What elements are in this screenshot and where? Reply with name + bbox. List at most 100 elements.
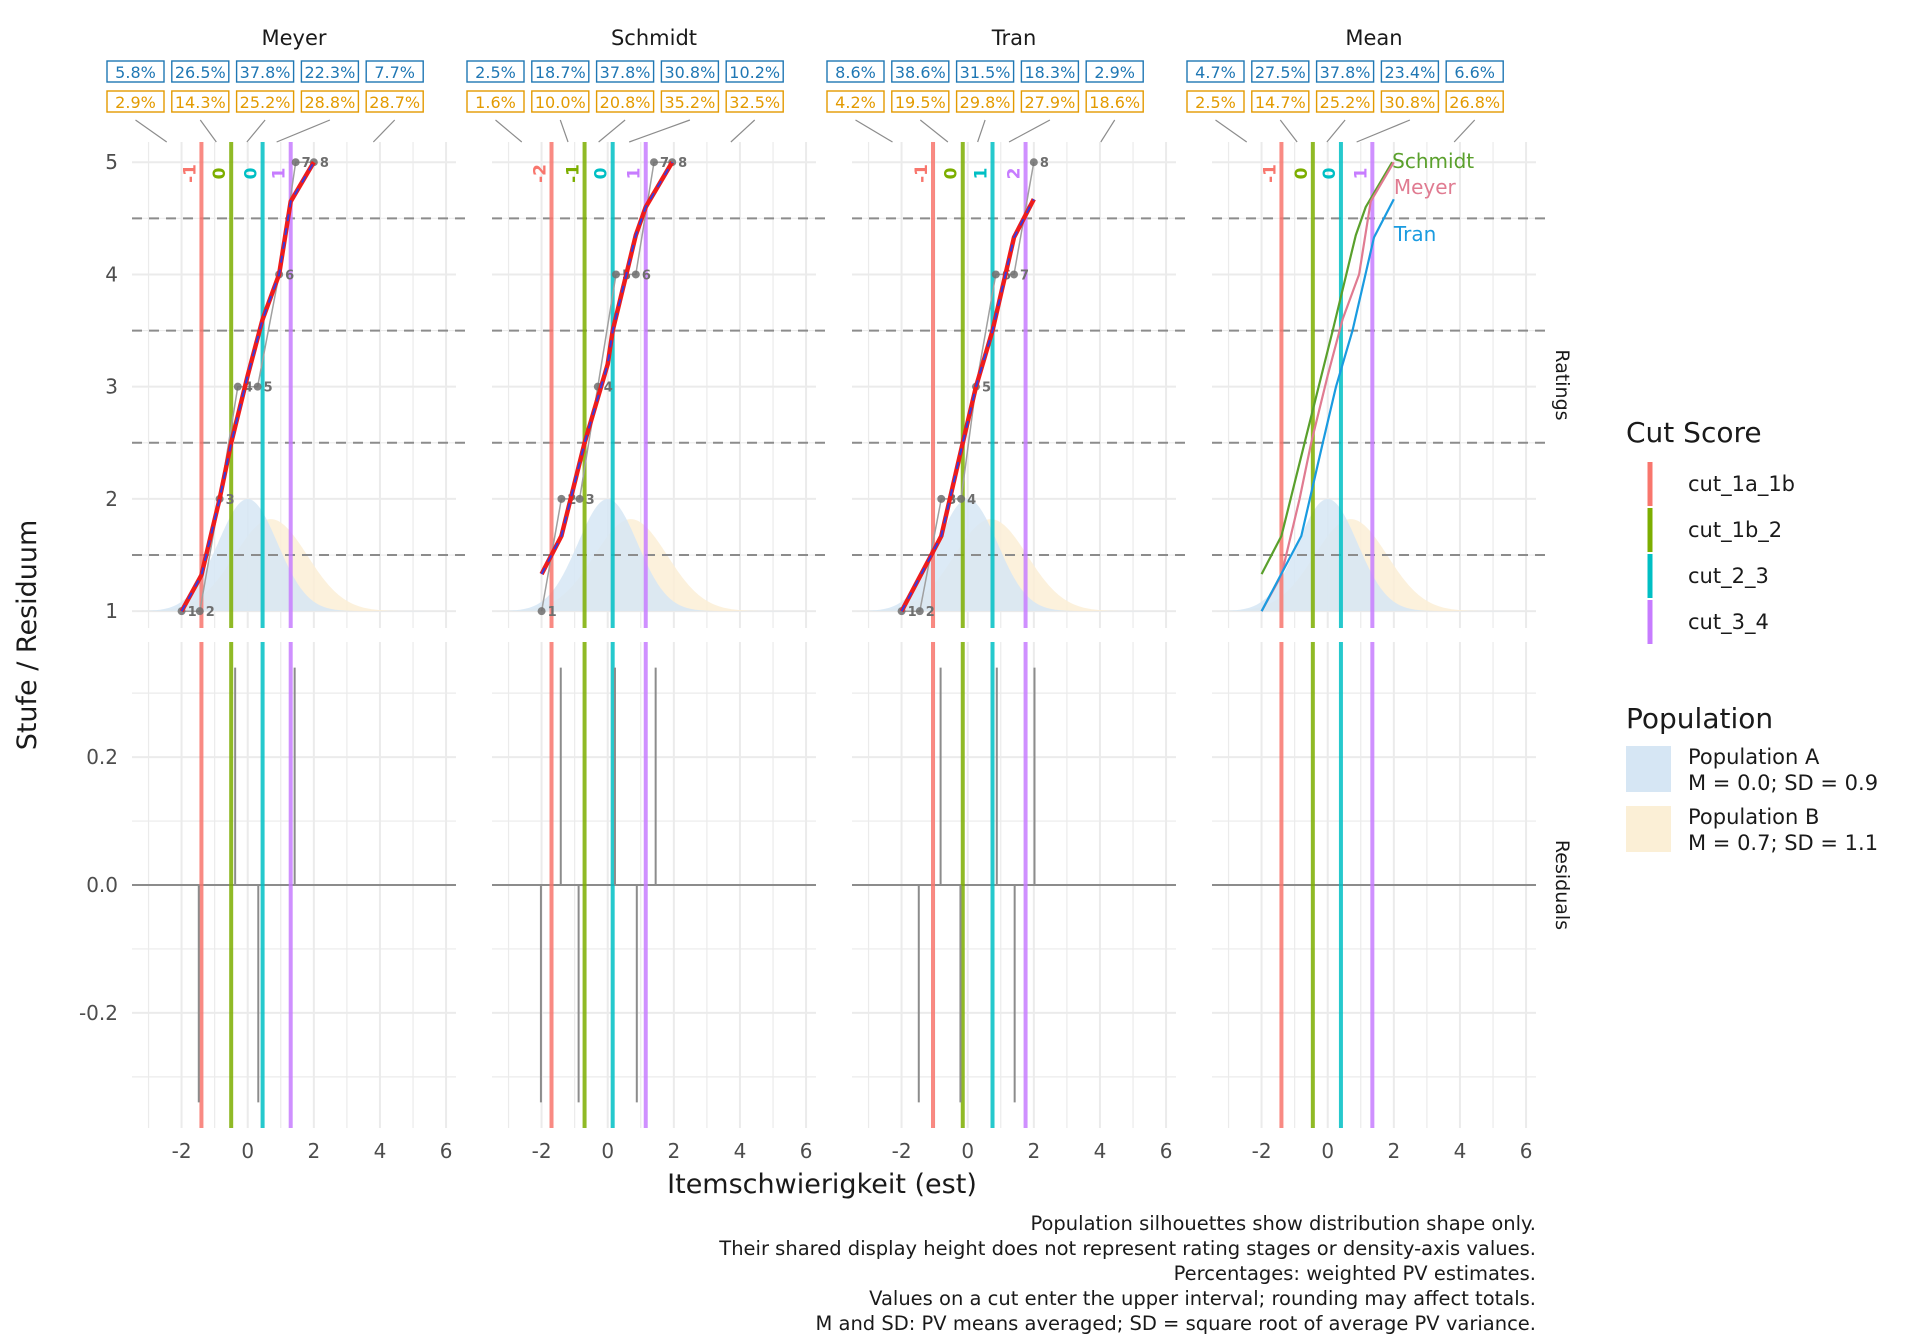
item-point [253,382,262,391]
cut-label: 0 [210,167,230,179]
pct-label: 31.5% [960,63,1011,82]
pct-label: 37.8% [600,63,651,82]
rater-line [1260,161,1395,612]
legend-label: Population B [1688,805,1819,829]
pct-label: 23.4% [1384,63,1435,82]
item-point [291,158,300,167]
y-tick-label-residuals: -0.2 [79,1001,118,1025]
rater-line-label: Schmidt [1392,149,1474,173]
pct-box-population-a [1445,60,1504,83]
facet-strip-label: Tran [991,26,1037,50]
leader-line [276,119,331,143]
pct-box-population-b [1251,90,1310,113]
caption-line: Their shared display height does not rep… [718,1237,1536,1260]
x-tick-label: 4 [374,1139,387,1163]
pct-box-population-b [1315,90,1375,113]
cut-label: 0 [242,167,262,179]
item-label: 7 [1020,268,1029,283]
y-tick-label-ratings: 5 [105,150,118,174]
pct-label: 30.8% [664,63,715,82]
pct-label: 27.5% [1255,63,1306,82]
pct-label: 25.2% [240,93,291,112]
item-label: 5 [264,381,273,396]
caption-line: Percentages: weighted PV estimates. [1174,1262,1536,1285]
pct-box-population-a [1251,60,1310,83]
caption-line: Values on a cut enter the upper interval… [869,1287,1536,1310]
x-tick-label: 0 [1321,1139,1334,1163]
pct-box-population-b [725,90,784,113]
x-tick-label: 6 [800,1139,813,1163]
row-strip-ratings: Ratings [1551,349,1573,420]
item-point [537,607,546,616]
pct-label: 6.6% [1454,63,1495,82]
leader-line [372,119,396,143]
population-silhouette [492,498,816,612]
item-path [181,161,314,612]
item-point [1029,158,1038,167]
pct-label: 14.3% [175,93,226,112]
pct-label: 22.3% [304,63,355,82]
leader-line [628,119,691,143]
pct-label: 4.2% [835,93,876,112]
pct-box-population-b [826,90,885,113]
pct-label: 25.2% [1320,93,1371,112]
x-tick-label: 2 [667,1139,680,1163]
cut-label: -1 [1260,164,1280,183]
pct-label: 26.8% [1449,93,1500,112]
leader-line [135,119,168,143]
legend-title: Population [1626,702,1773,735]
leader-line [1356,119,1411,143]
facet-strip-label: Meyer [261,26,326,50]
pct-label: 14.7% [1255,93,1306,112]
rater-line-label: Meyer [1394,175,1457,199]
leader-line [559,119,569,143]
item-point [233,382,242,391]
item-label: 3 [226,493,235,508]
item-point [650,158,658,167]
pct-box-population-a [300,60,360,83]
cut-label: -1 [564,164,584,183]
pct-box-population-a [725,60,784,83]
item-label: 2 [206,605,215,620]
pct-label: 27.9% [1024,93,1075,112]
legend-label: cut_3_4 [1688,610,1769,635]
pct-box-population-b [365,90,424,113]
pct-label: 28.7% [369,93,420,112]
legend-label: Population A [1688,745,1820,769]
item-label: 1 [188,605,197,620]
pct-label: 19.5% [895,93,946,112]
leader-line [1326,119,1346,143]
population-legend: Population Population AM = 0.0; SD = 0.9 P… [1626,702,1878,855]
item-label: 1 [908,605,917,620]
fitted-line-dashed [540,161,674,575]
item-label: 8 [320,156,329,171]
population-silhouette [1212,498,1536,612]
pct-box-population-a [1380,60,1440,83]
pct-label: 8.6% [835,63,876,82]
x-tick-label: 0 [961,1139,974,1163]
x-axis-title: Itemschwierigkeit (est) [667,1169,977,1200]
cut-label: 1 [972,168,992,180]
legend-key-swatch [1626,746,1671,792]
pct-box-population-b [1380,90,1440,113]
cut-label: -2 [531,164,551,183]
cut-label: 0 [592,167,612,179]
leader-line [977,119,986,143]
x-tick-label: 0 [601,1139,614,1163]
leader-line [246,119,266,143]
pct-box-population-a [531,60,590,83]
item-point [557,494,566,503]
pct-box-population-a [466,60,525,83]
facet-strip-label: Mean [1345,26,1402,50]
item-label: 6 [285,268,294,283]
pct-label: 26.5% [175,63,226,82]
pct-box-population-b [235,90,295,113]
x-tick-label: -2 [1252,1139,1272,1163]
item-point [915,607,924,616]
caption: Population silhouettes show distribution… [718,1212,1536,1335]
pct-label: 20.8% [600,93,651,112]
x-tick-label: 4 [734,1139,747,1163]
pct-box-population-b [171,90,230,113]
